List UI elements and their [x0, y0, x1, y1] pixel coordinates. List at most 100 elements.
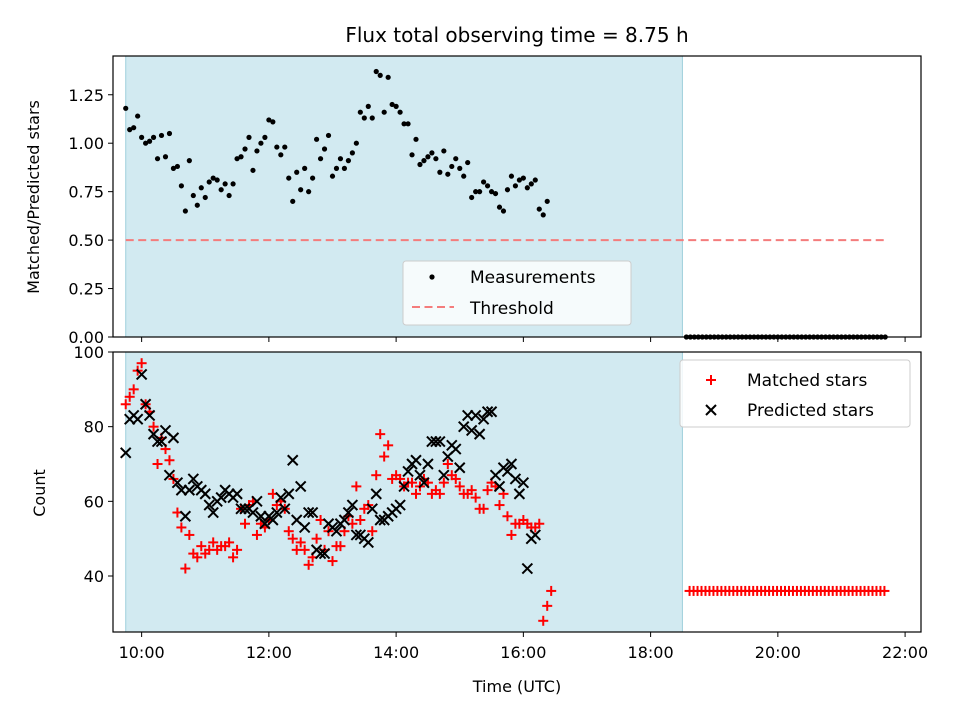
predicted-star-point [283, 488, 295, 500]
measurement-point [321, 146, 328, 152]
predicted-star-point [167, 432, 180, 444]
top-y-tick-label: 1.25 [68, 86, 104, 105]
matched-star-point [208, 537, 219, 548]
measurement-point [222, 181, 228, 187]
measurement-point [385, 74, 391, 80]
measurement-point [457, 165, 463, 171]
matched-star-point [494, 500, 505, 511]
predicted-star-stroke [135, 368, 148, 381]
legend-measurements-label: Measurements [470, 268, 596, 288]
predicted-star-point [318, 547, 331, 560]
predicted-star-stroke [267, 514, 279, 526]
predicted-star-point [434, 435, 446, 448]
measurement-point [365, 103, 371, 109]
measurement-point [246, 134, 252, 140]
x-tick-label: 12:00 [246, 643, 292, 662]
measurement-point [274, 144, 280, 150]
measurement-point [369, 115, 375, 121]
predicted-star-stroke [473, 428, 486, 440]
measurement-point [146, 138, 153, 144]
predicted-star-point [513, 488, 526, 500]
measurement-point [421, 158, 427, 164]
measurement-point [313, 136, 320, 142]
predicted-star-point [450, 443, 462, 455]
predicted-star-point [342, 506, 355, 519]
measurement-point [373, 68, 379, 75]
matched-star-point [124, 391, 135, 402]
matched-star-point [355, 515, 366, 525]
predicted-star-point [414, 469, 426, 481]
measurement-point [302, 165, 308, 171]
predicted-star-stroke [458, 420, 470, 433]
predicted-star-stroke [291, 514, 303, 526]
measurement-point [461, 173, 467, 179]
predicted-star-stroke [509, 473, 522, 485]
measurement-point [345, 158, 352, 164]
predicted-star-stroke [147, 428, 160, 440]
predicted-star-stroke [283, 488, 295, 500]
measurement-point [123, 105, 129, 111]
x-axis-label: Time (UTC) [472, 677, 561, 696]
predicted-star-stroke [481, 406, 494, 418]
predicted-star-point [346, 499, 359, 511]
measurement-point [162, 154, 169, 160]
predicted-star-stroke [259, 518, 271, 530]
predicted-star-stroke [294, 480, 307, 493]
predicted-star-point [207, 506, 219, 519]
measurement-point [210, 175, 216, 181]
predicted-star-stroke [330, 525, 343, 537]
predicted-star-point [120, 447, 132, 459]
x-tick-label: 22:00 [882, 643, 928, 662]
predicted-star-stroke [430, 435, 442, 448]
predicted-star-point [362, 536, 374, 549]
predicted-star-stroke [314, 547, 327, 560]
predicted-star-stroke [239, 503, 251, 515]
measurement-point [270, 119, 276, 125]
predicted-star-stroke [454, 462, 466, 474]
predicted-star-point [438, 469, 450, 481]
matched-star-point [379, 451, 390, 462]
predicted-star-point [279, 503, 291, 515]
matched-star-point [546, 585, 557, 596]
measurement-point [139, 134, 145, 140]
measurement-point [437, 169, 443, 175]
predicted-star-stroke [370, 488, 382, 500]
measurement-point [484, 183, 491, 189]
predicted-star-stroke [513, 488, 526, 500]
matched-star-point [450, 473, 461, 484]
measurement-point [449, 163, 455, 170]
measurement-point [544, 198, 550, 204]
matched-star-point [152, 459, 163, 469]
predicted-star-stroke [247, 506, 259, 519]
top-y-tick-label: 1.00 [68, 134, 104, 153]
matched-star-point [502, 511, 513, 522]
matched-star-point [224, 537, 235, 548]
matched-star-point [442, 459, 453, 469]
measurement-point [214, 177, 220, 183]
measurement-point [536, 206, 542, 212]
measurement-point [480, 179, 487, 185]
matched-star-point [470, 492, 481, 503]
measurement-point [361, 115, 367, 121]
predicted-star-stroke [465, 424, 478, 437]
matched-star-point [879, 585, 890, 596]
measurement-point [325, 132, 332, 139]
predicted-star-point [271, 506, 283, 519]
measurement-point [397, 109, 403, 115]
measurement-point [532, 177, 538, 183]
legend-matched-label: Matched stars [747, 371, 867, 391]
measurement-point [337, 156, 344, 162]
matched-star-point [371, 470, 382, 481]
measurement-point [198, 185, 204, 191]
predicted-star-stroke [287, 454, 299, 466]
measurement-point [445, 171, 451, 177]
measurement-point [341, 165, 348, 171]
matched-star-point [180, 563, 191, 574]
predicted-star-point [521, 562, 534, 575]
predicted-star-point [199, 488, 211, 500]
measurement-point [329, 173, 336, 179]
predicted-star-stroke [199, 488, 211, 500]
predicted-star-stroke [159, 424, 172, 437]
measurement-point [473, 189, 479, 195]
measurement-point [465, 159, 471, 166]
